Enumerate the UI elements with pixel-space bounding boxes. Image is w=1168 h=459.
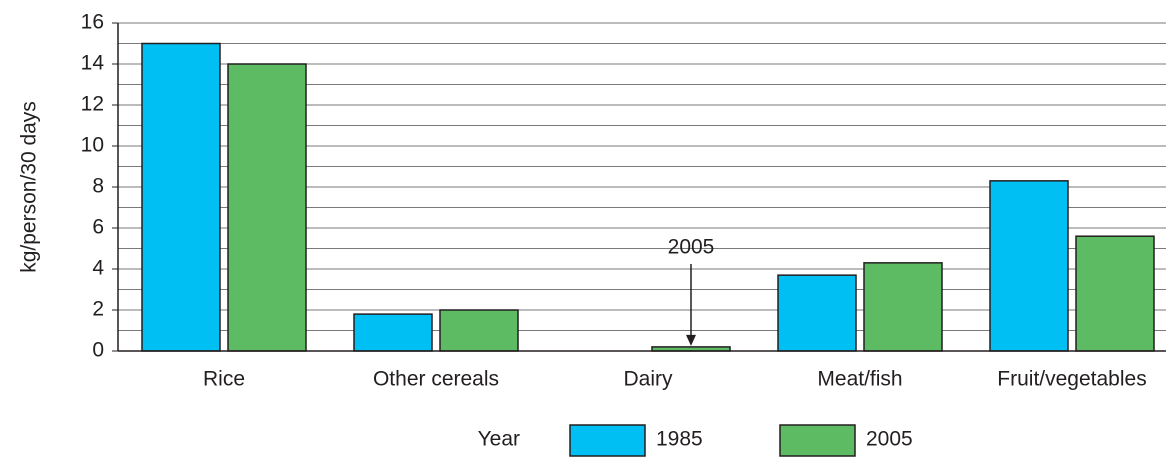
y-tick-label: 8	[92, 175, 104, 198]
x-tick-label: Meat/fish	[817, 368, 902, 391]
y-tick-label: 0	[92, 339, 104, 362]
x-tick-label: Fruit/vegetables	[997, 368, 1146, 391]
arrow-head	[686, 334, 696, 346]
legend-swatch	[569, 424, 646, 457]
legend-label: 2005	[866, 428, 913, 451]
y-tick-label: 2	[92, 298, 104, 321]
y-tick-label: 14	[81, 52, 105, 75]
x-tick-label: Dairy	[623, 368, 673, 391]
bar	[863, 262, 943, 352]
y-tick-label: 4	[92, 257, 104, 280]
x-tick-label: Other cereals	[373, 368, 499, 391]
bar	[777, 274, 857, 352]
y-axis-label: kg/person/30 days	[18, 101, 41, 273]
x-tick-label: Rice	[203, 368, 245, 391]
bar	[439, 309, 519, 352]
annotation-text: 2005	[668, 236, 715, 259]
y-tick-label: 12	[81, 93, 104, 116]
bar	[989, 180, 1069, 352]
legend-title: Year	[478, 428, 520, 451]
legend-swatch	[779, 424, 856, 457]
y-tick-label: 16	[81, 11, 104, 34]
bar	[227, 63, 307, 352]
y-tick-label: 6	[92, 216, 104, 239]
y-tick-label: 10	[81, 134, 104, 157]
legend-label: 1985	[656, 428, 703, 451]
bar	[1075, 235, 1155, 352]
bar	[353, 313, 433, 352]
bar	[141, 42, 221, 352]
